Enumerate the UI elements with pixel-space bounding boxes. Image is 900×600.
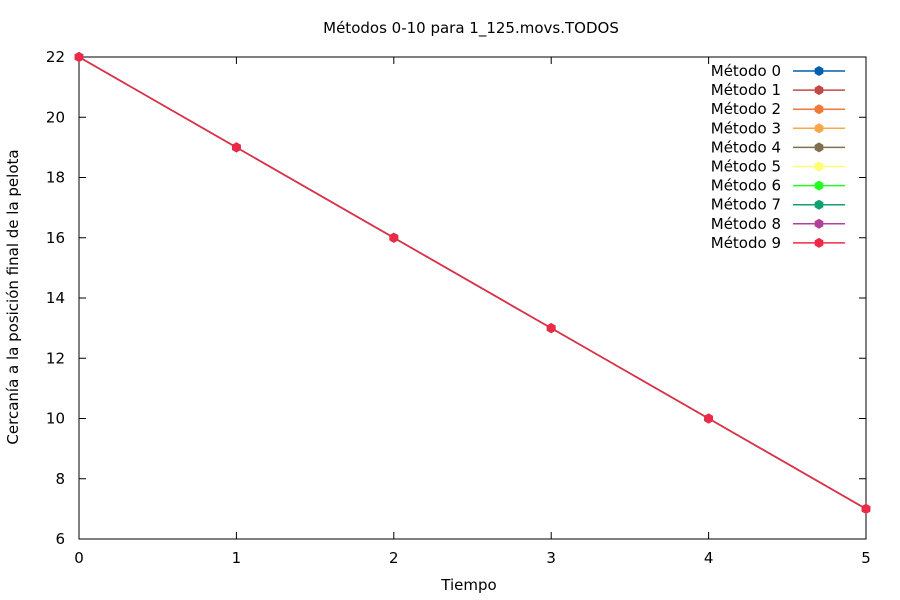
legend-swatch-marker-8 [814,218,824,229]
data-point-series-9 [74,52,84,62]
chart-title: Métodos 0-10 para 1_125.movs.TODOS [323,19,619,38]
y-axis-label: Cercanía a la posición final de la pelot… [4,149,22,444]
legend-label-5: Método 5 [711,158,781,176]
data-point-series-9 [389,232,399,243]
data-point-series-9 [546,323,556,334]
legend-swatch-marker-2 [814,104,824,115]
legend-swatch-marker-4 [814,142,824,153]
data-point-series-9 [232,142,241,153]
data-point-series-9 [704,413,713,424]
legend-label-6: Método 6 [711,177,781,195]
legend-swatch-marker-7 [814,199,824,210]
x-tick-label: 3 [546,549,556,567]
y-tick-label: 18 [46,169,65,187]
legend-swatch-marker-3 [814,123,824,134]
y-tick-label: 12 [46,349,65,367]
legend-label-1: Método 1 [711,81,781,99]
legend-swatch-marker-6 [814,180,824,191]
legend-label-9: Método 9 [711,234,781,252]
legend-label-3: Método 3 [711,119,781,137]
legend-swatch-marker-1 [814,85,824,96]
y-tick-label: 16 [46,229,65,247]
legend-swatch-marker-5 [814,161,824,172]
legend-label-0: Método 0 [711,62,781,80]
legend-swatch-marker-0 [814,66,824,76]
y-tick-label: 20 [46,108,65,126]
legend-label-4: Método 4 [711,138,781,156]
y-tick-label: 14 [46,289,65,307]
y-tick-label: 6 [55,530,65,548]
legend-label-7: Método 7 [711,196,781,214]
y-tick-label: 10 [46,410,65,428]
series-line-9 [78,56,867,510]
x-tick-label: 4 [704,549,714,567]
legend-label-2: Método 2 [711,100,781,118]
y-tick-label: 22 [46,48,65,66]
legend-label-8: Método 8 [711,215,781,233]
legend-swatch-marker-9 [814,237,824,248]
x-tick-label: 0 [74,549,84,567]
data-point-series-9 [861,503,871,514]
x-axis-label: Tiempo [440,576,496,594]
x-tick-label: 1 [232,549,242,567]
x-tick-label: 5 [861,549,871,567]
y-tick-label: 8 [55,470,65,488]
x-tick-label: 2 [389,549,399,567]
